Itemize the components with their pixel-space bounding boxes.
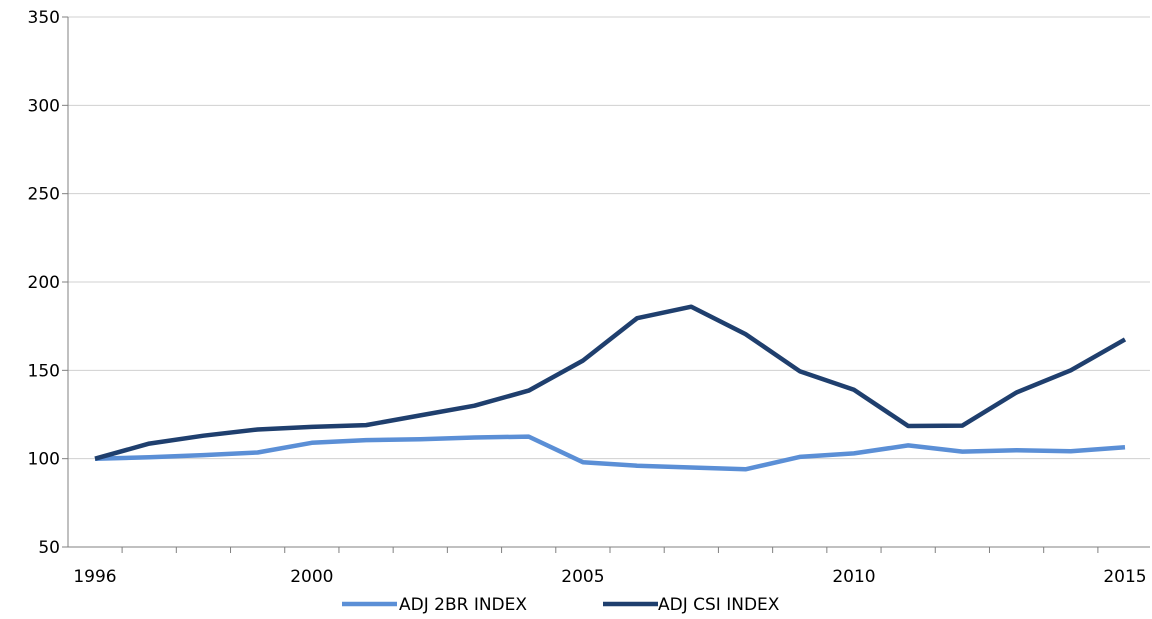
legend-label: ADJ 2BR INDEX — [399, 595, 527, 615]
x-tick-label: 2015 — [1103, 567, 1146, 587]
axes — [62, 16, 1150, 553]
y-tick-label: 300 — [28, 96, 60, 116]
x-tick-labels: 1996 2000 2005 2010 2015 — [73, 567, 1146, 587]
y-tick-label: 150 — [28, 361, 60, 381]
y-tick-label: 200 — [28, 273, 60, 293]
x-tick-label: 2000 — [290, 567, 333, 587]
series-line-2 — [94, 304, 1127, 461]
x-tick-label: 1996 — [73, 567, 116, 587]
series-line-1 — [94, 434, 1126, 472]
y-tick-label: 50 — [38, 538, 60, 558]
series-lines — [94, 304, 1127, 472]
y-tick-label: 100 — [28, 450, 60, 470]
y-tick-label: 350 — [28, 8, 60, 28]
x-tick-label: 2010 — [832, 567, 875, 587]
x-tick-label: 2005 — [561, 567, 604, 587]
y-tick-labels: 50 100 150 200 250 300 350 — [28, 8, 60, 558]
legend-label: ADJ CSI INDEX — [658, 595, 780, 615]
y-tick-label: 250 — [28, 185, 60, 205]
legend: ADJ 2BR INDEX ADJ CSI INDEX — [342, 595, 780, 615]
grid-lines — [68, 16, 1150, 460]
